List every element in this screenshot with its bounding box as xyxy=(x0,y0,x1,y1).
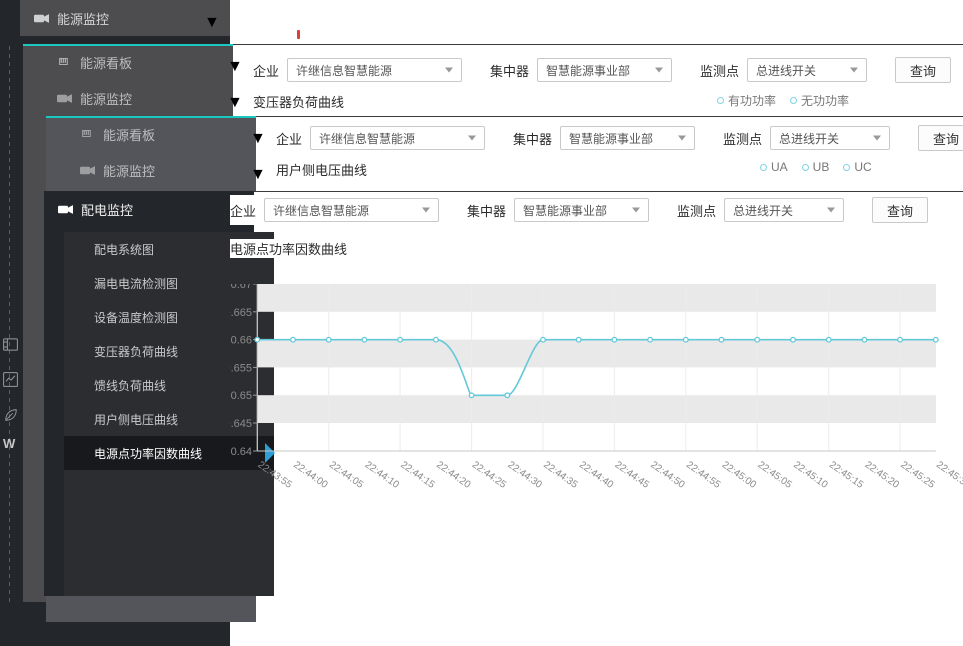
svg-text:22:45:20: 22:45:20 xyxy=(863,459,902,491)
svg-text:0.65: 0.65 xyxy=(231,390,252,402)
svg-text:22:44:55: 22:44:55 xyxy=(684,459,723,491)
svg-text:0.66: 0.66 xyxy=(231,335,252,347)
svg-text:22:45:30: 22:45:30 xyxy=(934,459,963,491)
svg-text:0.67: 0.67 xyxy=(231,284,252,291)
svg-text:22:44:15: 22:44:15 xyxy=(398,459,437,491)
svg-text:0.665: 0.665 xyxy=(230,307,252,319)
svg-text:22:45:10: 22:45:10 xyxy=(791,459,830,491)
svg-text:22:45:15: 22:45:15 xyxy=(827,459,866,491)
svg-text:0.64: 0.64 xyxy=(231,446,252,458)
svg-text:22:44:00: 22:44:00 xyxy=(291,459,330,491)
svg-text:22:44:40: 22:44:40 xyxy=(577,459,616,491)
svg-text:22:45:00: 22:45:00 xyxy=(720,459,759,491)
svg-text:22:44:45: 22:44:45 xyxy=(613,459,652,491)
svg-text:22:44:35: 22:44:35 xyxy=(541,459,580,491)
svg-text:0.645: 0.645 xyxy=(230,418,252,430)
svg-text:22:44:20: 22:44:20 xyxy=(434,459,473,491)
svg-text:22:43:55: 22:43:55 xyxy=(256,459,295,491)
svg-text:22:44:25: 22:44:25 xyxy=(470,459,509,491)
svg-text:22:44:50: 22:44:50 xyxy=(648,459,687,491)
svg-text:22:44:10: 22:44:10 xyxy=(363,459,402,491)
svg-text:22:45:05: 22:45:05 xyxy=(755,459,794,491)
svg-text:22:44:05: 22:44:05 xyxy=(327,459,366,491)
svg-text:22:44:30: 22:44:30 xyxy=(506,459,545,491)
svg-text:22:45:25: 22:45:25 xyxy=(898,459,937,491)
svg-text:0.655: 0.655 xyxy=(230,362,252,374)
